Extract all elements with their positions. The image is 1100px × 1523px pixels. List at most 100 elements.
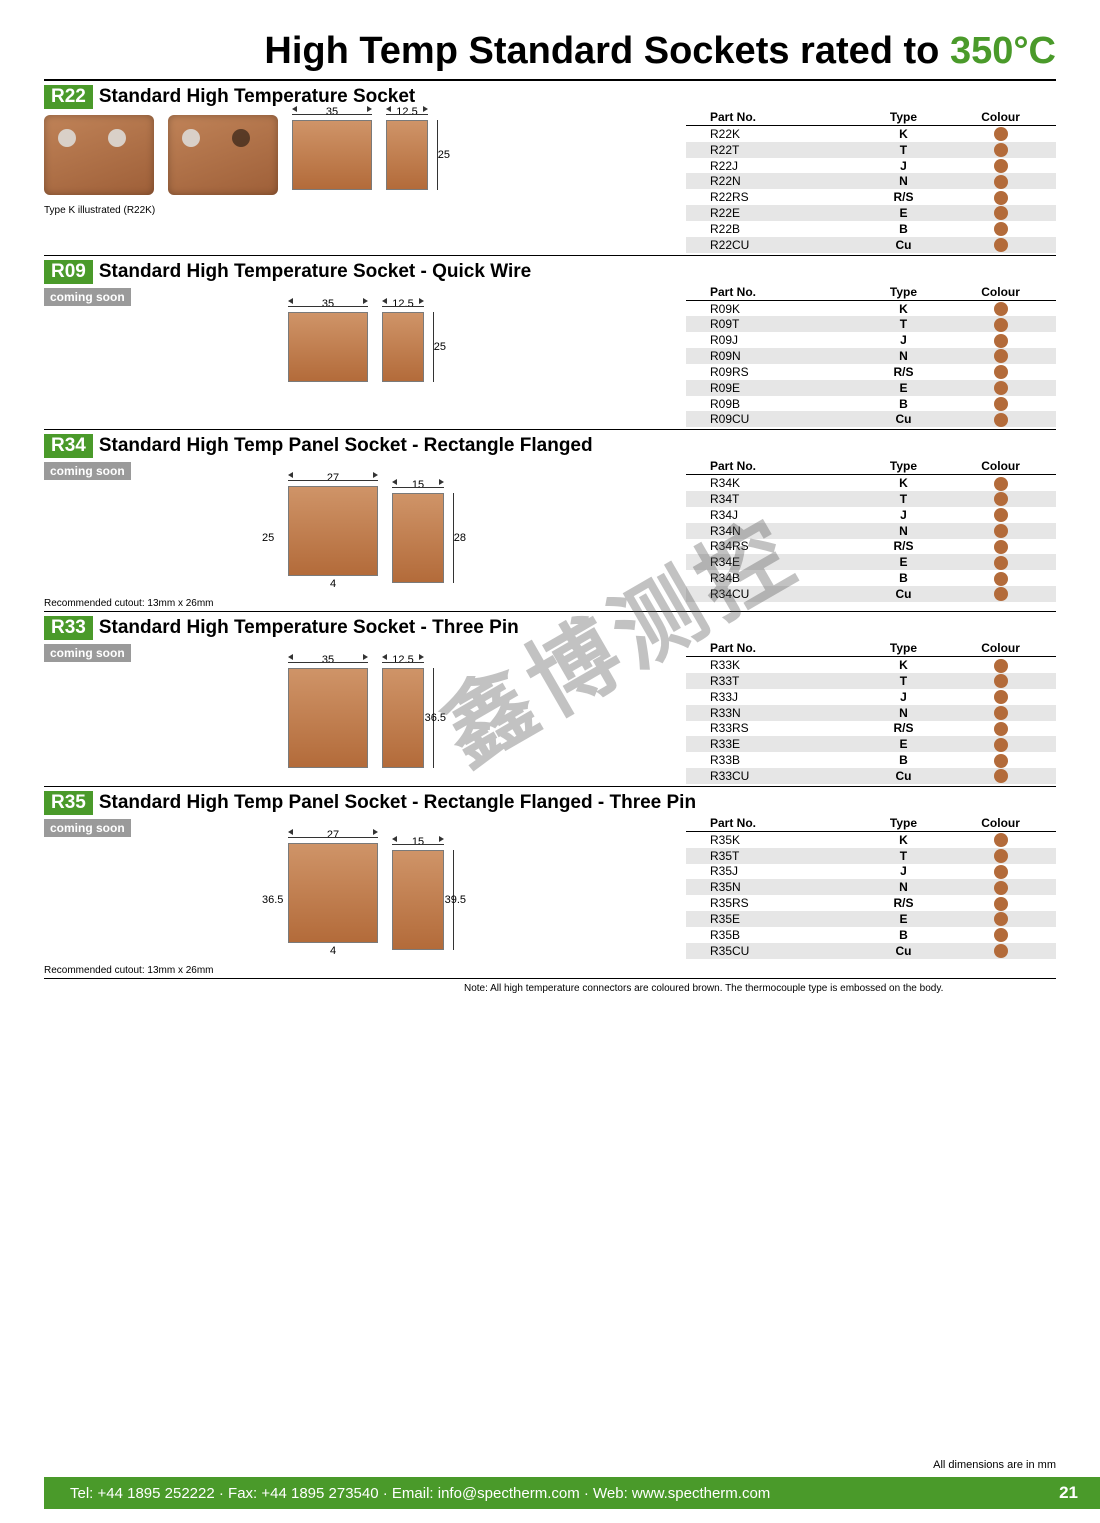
col-colour: Colour bbox=[945, 284, 1056, 301]
cell-type: Cu bbox=[862, 943, 945, 959]
cell-part-no: R35RS bbox=[686, 895, 862, 911]
cell-type: K bbox=[862, 657, 945, 673]
section-body: coming soon3512.525Part No.TypeColourR09… bbox=[44, 284, 1056, 428]
table-row: R33EE bbox=[686, 736, 1056, 752]
product-photo bbox=[168, 115, 278, 195]
table-row: R34EE bbox=[686, 554, 1056, 570]
technical-drawing-side: 12.525 bbox=[382, 312, 424, 382]
parts-table: Part No.TypeColourR34KKR34TTR34JJR34NNR3… bbox=[686, 458, 1056, 602]
table-row: R35RSR/S bbox=[686, 895, 1056, 911]
colour-dot-icon bbox=[994, 318, 1008, 332]
cell-type: T bbox=[862, 142, 945, 158]
section-header: R35Standard High Temp Panel Socket - Rec… bbox=[44, 791, 1056, 815]
col-part-no: Part No. bbox=[686, 284, 862, 301]
section-title: Standard High Temperature Socket - Quick… bbox=[99, 261, 531, 283]
section-R09: R09Standard High Temperature Socket - Qu… bbox=[44, 260, 1056, 428]
col-part-no: Part No. bbox=[686, 109, 862, 126]
cell-type: T bbox=[862, 316, 945, 332]
cell-colour bbox=[945, 189, 1056, 205]
cell-type: E bbox=[862, 205, 945, 221]
colour-dot-icon bbox=[994, 881, 1008, 895]
table-row: R09KK bbox=[686, 300, 1056, 316]
colour-dot-icon bbox=[994, 508, 1008, 522]
page-footer: Tel: +44 1895 252222 · Fax: +44 1895 273… bbox=[44, 1477, 1100, 1509]
cell-colour bbox=[945, 237, 1056, 253]
section-header: R33Standard High Temperature Socket - Th… bbox=[44, 616, 1056, 640]
parts-table-area: Part No.TypeColourR33KKR33TTR33JJR33NNR3… bbox=[686, 640, 1056, 784]
colour-dot-icon bbox=[994, 690, 1008, 704]
table-row: R09EE bbox=[686, 380, 1056, 396]
table-row: R35CUCu bbox=[686, 943, 1056, 959]
dimension-width: 35 bbox=[292, 106, 372, 118]
colour-dot-icon bbox=[994, 833, 1008, 847]
cell-type: E bbox=[862, 911, 945, 927]
colour-dot-icon bbox=[994, 769, 1008, 783]
dimension-base: 4 bbox=[288, 578, 378, 590]
dimension-height-left: 25 bbox=[262, 486, 274, 590]
section-R33: R33Standard High Temperature Socket - Th… bbox=[44, 616, 1056, 784]
colour-dot-icon bbox=[994, 912, 1008, 926]
table-row: R09TT bbox=[686, 316, 1056, 332]
colour-dot-icon bbox=[994, 413, 1008, 427]
cell-part-no: R33E bbox=[686, 736, 862, 752]
colour-dot-icon bbox=[994, 365, 1008, 379]
cell-part-no: R22B bbox=[686, 221, 862, 237]
technical-drawing-front: 35 bbox=[288, 668, 368, 768]
cell-colour bbox=[945, 539, 1056, 555]
dimensions-note: All dimensions are in mm bbox=[933, 1459, 1056, 1471]
page-title-temp: 350°C bbox=[950, 30, 1056, 72]
colour-dot-icon bbox=[994, 397, 1008, 411]
section-R34: R34Standard High Temp Panel Socket - Rec… bbox=[44, 434, 1056, 609]
cell-type: R/S bbox=[862, 189, 945, 205]
coming-soon-badge: coming soon bbox=[44, 462, 131, 480]
cell-colour bbox=[945, 864, 1056, 880]
cell-part-no: R34CU bbox=[686, 586, 862, 602]
cell-type: J bbox=[862, 158, 945, 174]
dimension-side-width: 12.5 bbox=[382, 298, 424, 310]
table-row: R34NN bbox=[686, 523, 1056, 539]
parts-table: Part No.TypeColourR35KKR35TTR35JJR35NNR3… bbox=[686, 815, 1056, 959]
cell-part-no: R35K bbox=[686, 831, 862, 847]
section-title: Standard High Temperature Socket - Three… bbox=[99, 617, 519, 639]
parts-table: Part No.TypeColourR09KKR09TTR09JJR09NNR0… bbox=[686, 284, 1056, 428]
colour-dot-icon bbox=[994, 206, 1008, 220]
dimension-base: 4 bbox=[288, 945, 378, 957]
cell-part-no: R09J bbox=[686, 332, 862, 348]
coming-soon-badge: coming soon bbox=[44, 644, 131, 662]
colour-dot-icon bbox=[994, 754, 1008, 768]
section-header: R34Standard High Temp Panel Socket - Rec… bbox=[44, 434, 1056, 458]
illustration-area: 3512.525Type K illustrated (R22K) bbox=[44, 109, 686, 239]
cell-colour bbox=[945, 523, 1056, 539]
colour-dot-icon bbox=[994, 492, 1008, 506]
illustration-area: coming soon272541528Recommended cutout: … bbox=[44, 458, 686, 609]
dimension-height: 36.5 bbox=[425, 668, 446, 768]
section-R22: R22Standard High Temperature Socket3512.… bbox=[44, 85, 1056, 253]
cell-type: R/S bbox=[862, 364, 945, 380]
cell-colour bbox=[945, 142, 1056, 158]
table-row: R22KK bbox=[686, 126, 1056, 142]
dimension-side-width: 15 bbox=[392, 836, 444, 848]
technical-drawing-side: 12.536.5 bbox=[382, 668, 424, 768]
cell-colour bbox=[945, 491, 1056, 507]
colour-dot-icon bbox=[994, 159, 1008, 173]
cell-part-no: R34N bbox=[686, 523, 862, 539]
colour-dot-icon bbox=[994, 127, 1008, 141]
table-row: R34BB bbox=[686, 570, 1056, 586]
colour-dot-icon bbox=[994, 659, 1008, 673]
table-row: R34JJ bbox=[686, 507, 1056, 523]
section-body: coming soon 35 12.536.5 Part No.TypeColourR… bbox=[44, 640, 1056, 784]
cell-part-no: R22J bbox=[686, 158, 862, 174]
cell-part-no: R22RS bbox=[686, 189, 862, 205]
cell-part-no: R09CU bbox=[686, 411, 862, 427]
dimension-height: 28 bbox=[454, 493, 466, 583]
cell-colour bbox=[945, 586, 1056, 602]
col-part-no: Part No. bbox=[686, 815, 862, 832]
product-code-badge: R35 bbox=[44, 791, 93, 815]
cell-type: Cu bbox=[862, 768, 945, 784]
cell-colour bbox=[945, 332, 1056, 348]
cell-type: E bbox=[862, 380, 945, 396]
colour-dot-icon bbox=[994, 143, 1008, 157]
product-images-row: 272541528 bbox=[44, 480, 686, 596]
table-row: R22CUCu bbox=[686, 237, 1056, 253]
cell-part-no: R34K bbox=[686, 475, 862, 491]
